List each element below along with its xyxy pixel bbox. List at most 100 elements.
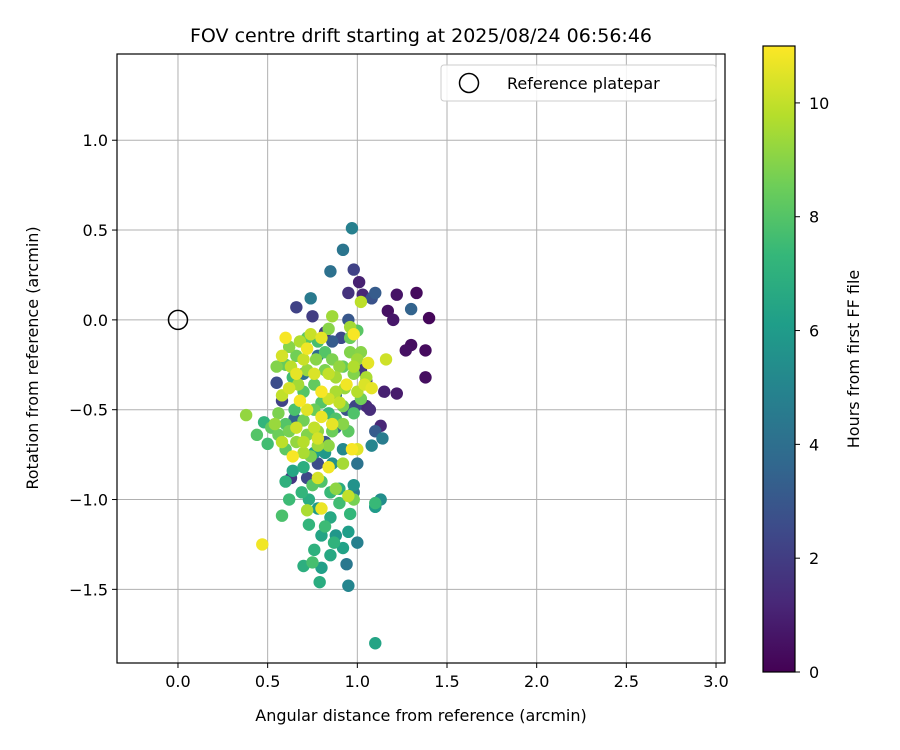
- y-tick-label: 0.5: [83, 221, 108, 240]
- x-tick-label: 1.5: [434, 672, 459, 691]
- y-tick-label: −1.0: [69, 491, 108, 510]
- points-layer: [239, 222, 436, 650]
- data-point: [326, 310, 339, 323]
- data-point: [399, 344, 412, 357]
- data-point: [293, 394, 307, 407]
- data-point: [295, 486, 308, 499]
- data-point: [322, 322, 335, 336]
- data-point: [300, 342, 314, 355]
- data-point: [322, 439, 335, 452]
- data-point: [342, 579, 355, 592]
- data-point: [342, 525, 355, 539]
- data-point: [422, 311, 436, 325]
- colorbar-label: Hours from first FF file: [844, 270, 863, 449]
- data-point: [308, 421, 321, 434]
- y-tick-label: 0.0: [83, 311, 108, 330]
- data-point: [410, 286, 423, 300]
- data-point: [345, 443, 359, 456]
- data-point: [387, 313, 400, 327]
- data-point: [336, 417, 350, 431]
- data-point: [270, 360, 283, 373]
- data-point: [275, 349, 289, 363]
- data-point: [272, 407, 285, 420]
- x-tick-label: 0.5: [255, 672, 280, 691]
- data-point: [282, 381, 296, 395]
- x-tick-label: 2.5: [614, 672, 639, 691]
- data-point: [419, 344, 432, 357]
- data-point: [286, 464, 299, 477]
- data-point: [313, 575, 326, 589]
- data-point: [347, 360, 360, 373]
- data-point: [297, 435, 310, 449]
- colorbar-ticks: 0 2 4 6 8 10: [795, 94, 829, 682]
- data-point: [308, 367, 321, 380]
- data-point: [369, 286, 382, 300]
- data-point: [315, 410, 328, 424]
- data-point: [275, 435, 289, 449]
- data-point: [390, 288, 403, 301]
- data-point: [363, 403, 377, 416]
- data-point: [365, 439, 378, 452]
- data-point: [304, 328, 317, 341]
- colorbar-tick-label: 4: [809, 435, 819, 454]
- data-point: [315, 561, 328, 574]
- data-point: [327, 536, 341, 549]
- data-point: [275, 509, 289, 522]
- data-point: [336, 457, 350, 470]
- data-point: [361, 356, 375, 370]
- legend-box: [440, 64, 717, 102]
- data-point: [288, 403, 301, 416]
- data-point: [333, 496, 346, 510]
- data-point: [369, 637, 382, 650]
- data-point: [309, 353, 323, 366]
- data-point: [297, 446, 310, 460]
- data-point: [376, 432, 389, 445]
- data-point: [322, 460, 335, 474]
- data-point: [324, 265, 337, 278]
- data-point: [381, 304, 395, 318]
- data-point: [336, 243, 350, 257]
- x-axis-label: Angular distance from reference (arcmin): [255, 706, 586, 725]
- data-point: [297, 460, 310, 474]
- data-point: [379, 353, 393, 366]
- data-point: [306, 310, 319, 323]
- y-ticks: −1.5 −1.0 −0.5 0.0 0.5 1.0: [69, 131, 117, 599]
- data-point: [300, 403, 314, 416]
- data-point: [315, 331, 328, 345]
- data-point: [279, 475, 292, 488]
- x-tick-label: 1.0: [345, 672, 370, 691]
- data-point: [326, 417, 339, 431]
- chart-title: FOV centre drift starting at 2025/08/24 …: [190, 25, 652, 47]
- y-tick-label: −1.5: [69, 580, 108, 599]
- data-point: [336, 443, 350, 456]
- data-point: [333, 396, 346, 409]
- y-axis-label: Rotation from reference (arcmin): [23, 226, 42, 489]
- data-point: [324, 511, 337, 524]
- data-point: [268, 417, 282, 431]
- data-point: [419, 371, 432, 384]
- colorbar-tick-label: 8: [809, 208, 819, 227]
- legend-marker-icon: [458, 72, 480, 94]
- data-point: [347, 478, 360, 492]
- data-point: [340, 557, 353, 571]
- data-point: [290, 301, 303, 314]
- data-point: [290, 421, 303, 434]
- data-point: [351, 457, 364, 470]
- legend-label: Reference platepar: [507, 74, 660, 93]
- reference-platepar-marker: [167, 309, 189, 331]
- data-point: [336, 541, 350, 555]
- data-point: [347, 263, 360, 276]
- data-point: [354, 295, 368, 309]
- data-point: [340, 378, 353, 391]
- x-tick-label: 3.0: [703, 672, 728, 691]
- y-tick-label: −0.5: [69, 401, 108, 420]
- data-point: [326, 335, 339, 348]
- data-point: [342, 489, 355, 503]
- data-point: [333, 360, 346, 373]
- data-point: [306, 556, 319, 569]
- data-point: [311, 432, 325, 445]
- data-point: [318, 520, 332, 533]
- data-point: [300, 504, 314, 517]
- data-point: [270, 376, 283, 389]
